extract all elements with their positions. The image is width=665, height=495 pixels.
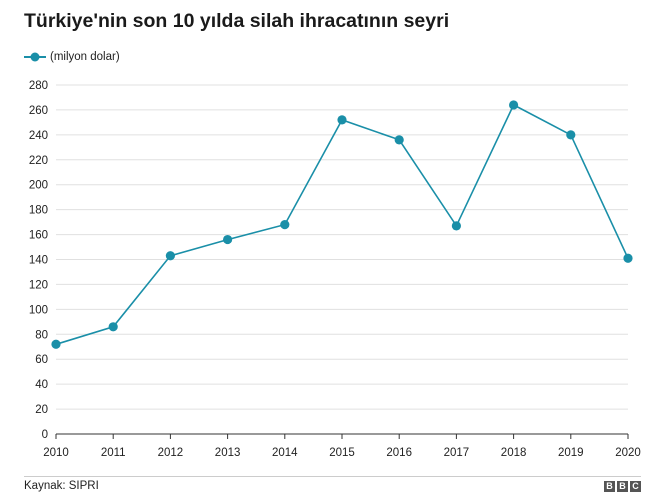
y-tick-label: 100 xyxy=(29,304,48,316)
bbc-logo: B B C xyxy=(604,481,641,492)
legend-label: (milyon dolar) xyxy=(50,51,120,63)
data-point xyxy=(451,221,461,231)
footer-divider xyxy=(24,476,641,477)
y-tick-label: 140 xyxy=(29,255,48,267)
y-tick-label: 220 xyxy=(29,155,48,167)
series-line xyxy=(55,103,629,346)
y-tick-label: 160 xyxy=(29,230,48,242)
y-tick-label: 180 xyxy=(29,205,48,217)
y-tick-label: 0 xyxy=(42,429,48,441)
data-point xyxy=(165,251,175,261)
source-note: Kaynak: SIPRI xyxy=(24,480,99,492)
y-tick-label: 60 xyxy=(35,354,48,366)
data-point xyxy=(337,115,347,125)
bbc-logo-letter: B xyxy=(604,481,615,492)
data-point xyxy=(566,130,576,140)
data-point xyxy=(623,253,633,263)
y-tick-label: 20 xyxy=(35,404,48,416)
legend-marker-icon xyxy=(24,52,46,62)
x-tick-label: 2018 xyxy=(501,447,527,459)
x-tick-label: 2019 xyxy=(558,447,584,459)
legend: (milyon dolar) xyxy=(24,49,120,65)
y-tick-label: 280 xyxy=(29,80,48,92)
x-tick-label: 2013 xyxy=(215,447,241,459)
data-point xyxy=(280,220,290,230)
data-point xyxy=(223,234,233,245)
y-tick-label: 260 xyxy=(29,105,48,117)
data-point xyxy=(108,322,118,332)
data-point xyxy=(508,100,519,110)
x-tick-label: 2015 xyxy=(329,447,355,459)
x-tick-label: 2016 xyxy=(386,447,412,459)
data-point xyxy=(51,339,61,349)
data-point xyxy=(394,135,404,145)
y-tick-label: 40 xyxy=(35,379,48,391)
y-tick-label: 200 xyxy=(29,180,48,192)
bbc-logo-letter: C xyxy=(630,481,641,492)
y-tick-label: 80 xyxy=(35,329,48,341)
x-tick-label: 2011 xyxy=(101,447,126,459)
bbc-logo-letter: B xyxy=(617,481,628,492)
y-tick-label: 240 xyxy=(29,130,48,142)
chart-title: Türkiye'nin son 10 yılda silah ihracatın… xyxy=(24,10,450,32)
x-tick-label: 2020 xyxy=(615,447,641,459)
x-tick-label: 2010 xyxy=(43,447,69,459)
x-tick-label: 2014 xyxy=(272,447,298,459)
x-tick-label: 2012 xyxy=(158,447,184,459)
y-tick-label: 120 xyxy=(29,279,48,291)
x-tick-label: 2017 xyxy=(444,447,470,459)
